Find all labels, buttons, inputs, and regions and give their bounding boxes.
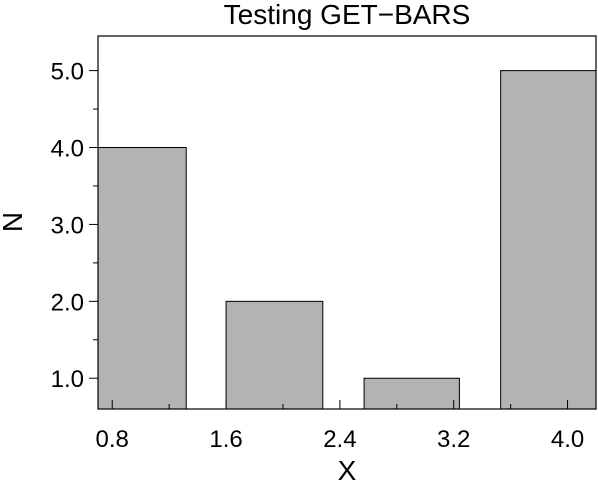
y-axis-label: N bbox=[0, 212, 28, 232]
y-tick-label: 3.0 bbox=[51, 212, 84, 239]
x-tick-label: 1.6 bbox=[209, 426, 242, 453]
y-tick-label: 5.0 bbox=[51, 59, 84, 86]
axes bbox=[97, 35, 597, 410]
x-tick-label: 4.0 bbox=[551, 426, 584, 453]
chart-title: Testing GET−BARS bbox=[224, 0, 471, 30]
ticks: 0.8 1.6 2.4 3.2 4.0 1.0 2.0 3.0 4.0 5.0 bbox=[51, 59, 585, 453]
x-axis-label: X bbox=[338, 455, 357, 484]
plot-frame bbox=[97, 35, 597, 410]
x-tick-label: 2.4 bbox=[323, 426, 356, 453]
bar-2 bbox=[225, 300, 324, 410]
y-tick-label: 2.0 bbox=[51, 289, 84, 316]
bar-3 bbox=[363, 377, 460, 410]
y-tick-label: 1.0 bbox=[51, 366, 84, 393]
bars bbox=[97, 70, 597, 410]
x-tick-label: 0.8 bbox=[96, 426, 129, 453]
bar-1 bbox=[97, 147, 187, 410]
bar-4 bbox=[500, 70, 597, 410]
y-tick-label: 4.0 bbox=[51, 136, 84, 163]
x-tick-label: 3.2 bbox=[437, 426, 470, 453]
